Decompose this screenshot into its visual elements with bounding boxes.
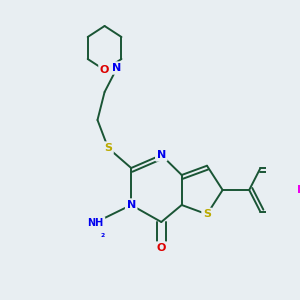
Text: N: N — [127, 200, 136, 210]
Text: NH: NH — [88, 218, 104, 228]
Text: S: S — [203, 209, 211, 219]
Text: N: N — [157, 150, 166, 160]
Text: N: N — [112, 63, 122, 73]
Text: ₂: ₂ — [101, 229, 105, 239]
Text: S: S — [104, 143, 112, 153]
Text: O: O — [100, 65, 109, 75]
Text: F: F — [297, 185, 300, 195]
Text: O: O — [157, 243, 166, 253]
